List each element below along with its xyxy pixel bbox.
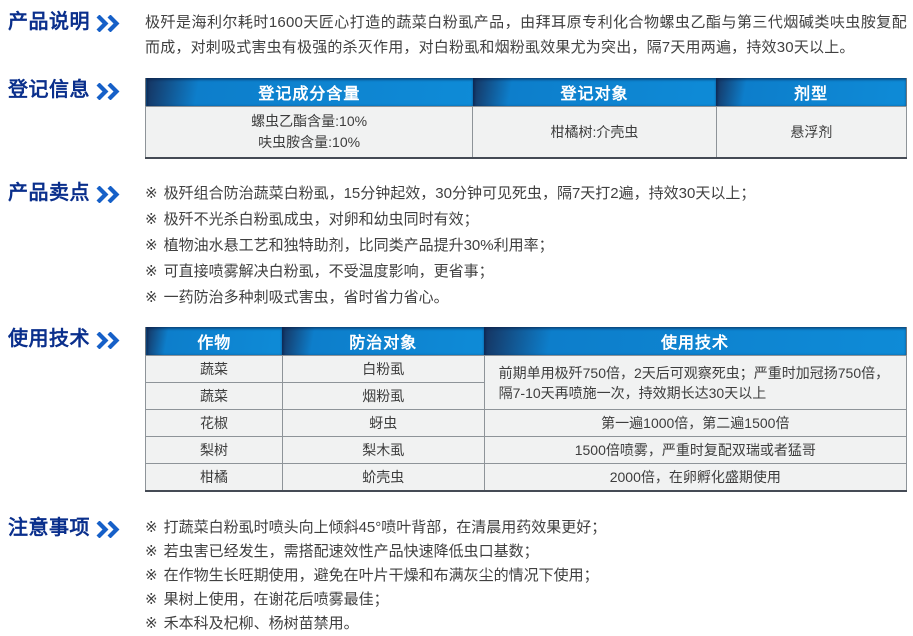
cell-pest: 蚧壳虫: [281, 463, 485, 492]
precautions-list: ※ 打蔬菜白粉虱时喷头向上倾斜45°喷叶背部，在清晨用药效果更好； ※ 若虫害已经发…: [145, 516, 907, 636]
section-heading-selling-points: 产品卖点: [8, 181, 145, 205]
table-row: 柑橘 蚧壳虫 2000倍，在卵孵化盛期使用: [145, 463, 908, 492]
list-item-text: 极歼不光杀白粉虱成虫，对卵和幼虫同时有效；: [163, 211, 479, 228]
cell-technique: 1500倍喷雾，严重时复配双瑞或者猛哥: [483, 436, 908, 464]
list-item: ※ 打蔬菜白粉虱时喷头向上倾斜45°喷叶背部，在清晨用药效果更好；: [145, 516, 907, 540]
list-item: ※ 禾本科及杞柳、杨树苗禁用。: [145, 612, 907, 636]
cell-target: 柑橘树:介壳虫: [472, 106, 717, 159]
section-heading-registration-info: 登记信息: [8, 78, 145, 102]
reference-mark: ※: [145, 289, 158, 306]
double-chevron-icon: [96, 331, 120, 349]
list-item-text: 极歼组合防治蔬菜白粉虱，15分钟起效，30分钟可见死虫，隔7天打2遍，持效30天…: [163, 185, 756, 202]
list-item: ※ 一药防治多种刺吸式害虫，省时省力省心。: [145, 285, 907, 311]
cell-pest: 白粉虱: [281, 355, 485, 383]
section-heading-usage-technique: 使用技术: [8, 327, 145, 351]
selling-points-content: ※ 极歼组合防治蔬菜白粉虱，15分钟起效，30分钟可见死虫，隔7天打2遍，持效30…: [145, 181, 907, 311]
list-item: ※ 在作物生长旺期使用，避免在叶片干燥和布满灰尘的情况下使用；: [145, 564, 907, 588]
list-item-text: 禾本科及杞柳、杨树苗禁用。: [163, 615, 359, 632]
registration-info-content: 登记成分含量 登记对象 剂型 螺虫乙酯含量:10% 呋虫胺含量:10% 柑橘树:…: [144, 78, 908, 159]
list-item: ※ 极歼不光杀白粉虱成虫，对卵和幼虫同时有效；: [145, 207, 907, 233]
reference-mark: ※: [145, 185, 158, 202]
table-row: 蔬菜 白粉虱 前期单用极歼750倍，2天后可观察死虫；严重时加冠扬750倍，隔7…: [145, 355, 908, 410]
list-item-text: 若虫害已经发生，需搭配速效性产品快速降低虫口基数；: [163, 543, 539, 560]
list-item: ※ 极歼组合防治蔬菜白粉虱，15分钟起效，30分钟可见死虫，隔7天打2遍，持效30…: [145, 181, 907, 207]
column-header-ingredients: 登记成分含量: [145, 78, 473, 107]
double-chevron-icon: [96, 82, 120, 100]
list-item-text: 植物油水悬工艺和独特助剂，比同类产品提升30%利用率；: [163, 237, 554, 254]
registration-table: 登记成分含量 登记对象 剂型 螺虫乙酯含量:10% 呋虫胺含量:10% 柑橘树:…: [144, 78, 908, 159]
list-item-text: 一药防治多种刺吸式害虫，省时省力省心。: [163, 289, 449, 306]
section-precautions: 注意事项 ※ 打蔬菜白粉虱时喷头向上倾斜45°喷叶背部，在清晨用药效果更好； ※ 若…: [8, 516, 907, 636]
product-info-sheet: 产品说明 极歼是海利尔耗时1600天匠心打造的蔬菜白粉虱产品，由拜耳原专利化合物…: [8, 10, 908, 632]
column-header-target: 登记对象: [472, 78, 717, 107]
cell-technique-merged: 前期单用极歼750倍，2天后可观察死虫；严重时加冠扬750倍，隔7-10天再喷施…: [483, 355, 908, 410]
usage-technique-table: 作物 防治对象 使用技术 蔬菜 白粉虱 前期单用极歼750倍，2天后可观察死虫；…: [145, 327, 908, 492]
cell-crop: 蔬菜: [145, 355, 283, 383]
list-item: ※ 可直接喷雾解决白粉虱，不受温度影响，更省事；: [145, 259, 907, 285]
reference-mark: ※: [145, 543, 158, 560]
usage-technique-content: 作物 防治对象 使用技术 蔬菜 白粉虱 前期单用极歼750倍，2天后可观察死虫；…: [145, 327, 908, 492]
section-selling-points: 产品卖点 ※ 极歼组合防治蔬菜白粉虱，15分钟起效，30分钟可见死虫，隔7天打2遍…: [8, 181, 907, 311]
usage-table-header-row: 作物 防治对象 使用技术: [145, 327, 907, 356]
column-header-pest: 防治对象: [282, 327, 485, 356]
precautions-content: ※ 打蔬菜白粉虱时喷头向上倾斜45°喷叶背部，在清晨用药效果更好； ※ 若虫害已经发…: [145, 516, 907, 636]
section-heading-product-description: 产品说明: [8, 10, 145, 34]
section-product-description: 产品说明 极歼是海利尔耗时1600天匠心打造的蔬菜白粉虱产品，由拜耳原专利化合物…: [8, 10, 907, 60]
column-header-technique: 使用技术: [484, 327, 907, 356]
ingredient-line: 螺虫乙酯含量:10%: [251, 113, 368, 129]
cell-pest: 烟粉虱: [281, 382, 485, 410]
cell-formulation: 悬浮剂: [715, 106, 908, 159]
cell-ingredients: 螺虫乙酯含量:10% 呋虫胺含量:10%: [144, 106, 474, 159]
table-row: 蔬菜 烟粉虱: [145, 382, 907, 410]
cell-crop: 花椒: [145, 409, 283, 437]
double-chevron-icon: [96, 14, 120, 32]
cell-pest: 梨木虱: [281, 436, 485, 464]
section-heading-label: 登记信息: [8, 79, 90, 101]
cell-technique: 2000倍，在卵孵化盛期使用: [483, 463, 908, 492]
cell-crop: 梨树: [145, 436, 283, 464]
list-item: ※ 若虫害已经发生，需搭配速效性产品快速降低虫口基数；: [145, 540, 907, 564]
section-heading-label: 产品卖点: [8, 182, 90, 204]
list-item-text: 在作物生长旺期使用，避免在叶片干燥和布满灰尘的情况下使用；: [163, 567, 599, 584]
selling-points-list: ※ 极歼组合防治蔬菜白粉虱，15分钟起效，30分钟可见死虫，隔7天打2遍，持效30…: [145, 181, 907, 311]
double-chevron-icon: [96, 185, 120, 203]
column-header-crop: 作物: [145, 327, 283, 356]
reference-mark: ※: [145, 519, 158, 536]
cell-technique: 第一遍1000倍，第二遍1500倍: [483, 409, 908, 437]
registration-table-row: 螺虫乙酯含量:10% 呋虫胺含量:10% 柑橘树:介壳虫 悬浮剂: [144, 106, 908, 159]
list-item-text: 果树上使用，在谢花后喷雾最佳；: [163, 591, 389, 608]
table-row: 梨树 梨木虱 1500倍喷雾，严重时复配双瑞或者猛哥: [145, 436, 908, 464]
product-description-content: 极歼是海利尔耗时1600天匠心打造的蔬菜白粉虱产品，由拜耳原专利化合物螺虫乙酯与…: [145, 10, 907, 60]
double-chevron-icon: [96, 520, 120, 538]
ingredient-line: 呋虫胺含量:10%: [258, 134, 361, 150]
list-item: ※ 植物油水悬工艺和独特助剂，比同类产品提升30%利用率；: [145, 233, 907, 259]
section-registration-info: 登记信息 登记成分含量 登记对象 剂型: [8, 78, 908, 159]
reference-mark: ※: [145, 211, 158, 228]
cell-crop: 柑橘: [145, 463, 283, 492]
reference-mark: ※: [145, 567, 158, 584]
list-item-text: 打蔬菜白粉虱时喷头向上倾斜45°喷叶背部，在清晨用药效果更好；: [163, 519, 607, 536]
cell-crop: 蔬菜: [145, 382, 283, 410]
reference-mark: ※: [145, 263, 158, 280]
section-heading-precautions: 注意事项: [8, 516, 145, 540]
cell-pest: 蚜虫: [281, 409, 485, 437]
reference-mark: ※: [145, 615, 158, 632]
list-item: ※ 果树上使用，在谢花后喷雾最佳；: [145, 588, 907, 612]
reference-mark: ※: [145, 237, 158, 254]
section-heading-label: 使用技术: [8, 328, 90, 350]
section-heading-label: 注意事项: [8, 517, 90, 539]
reference-mark: ※: [145, 591, 158, 608]
section-heading-label: 产品说明: [8, 11, 90, 33]
list-item-text: 可直接喷雾解决白粉虱，不受温度影响，更省事；: [163, 263, 494, 280]
product-description-text: 极歼是海利尔耗时1600天匠心打造的蔬菜白粉虱产品，由拜耳原专利化合物螺虫乙酯与…: [145, 14, 907, 56]
section-usage-technique: 使用技术 作物 防治对象 使用技术 蔬菜 白: [8, 327, 908, 492]
registration-table-header-row: 登记成分含量 登记对象 剂型: [145, 78, 907, 107]
column-header-formulation: 剂型: [716, 78, 907, 107]
table-row: 花椒 蚜虫 第一遍1000倍，第二遍1500倍: [145, 409, 908, 437]
